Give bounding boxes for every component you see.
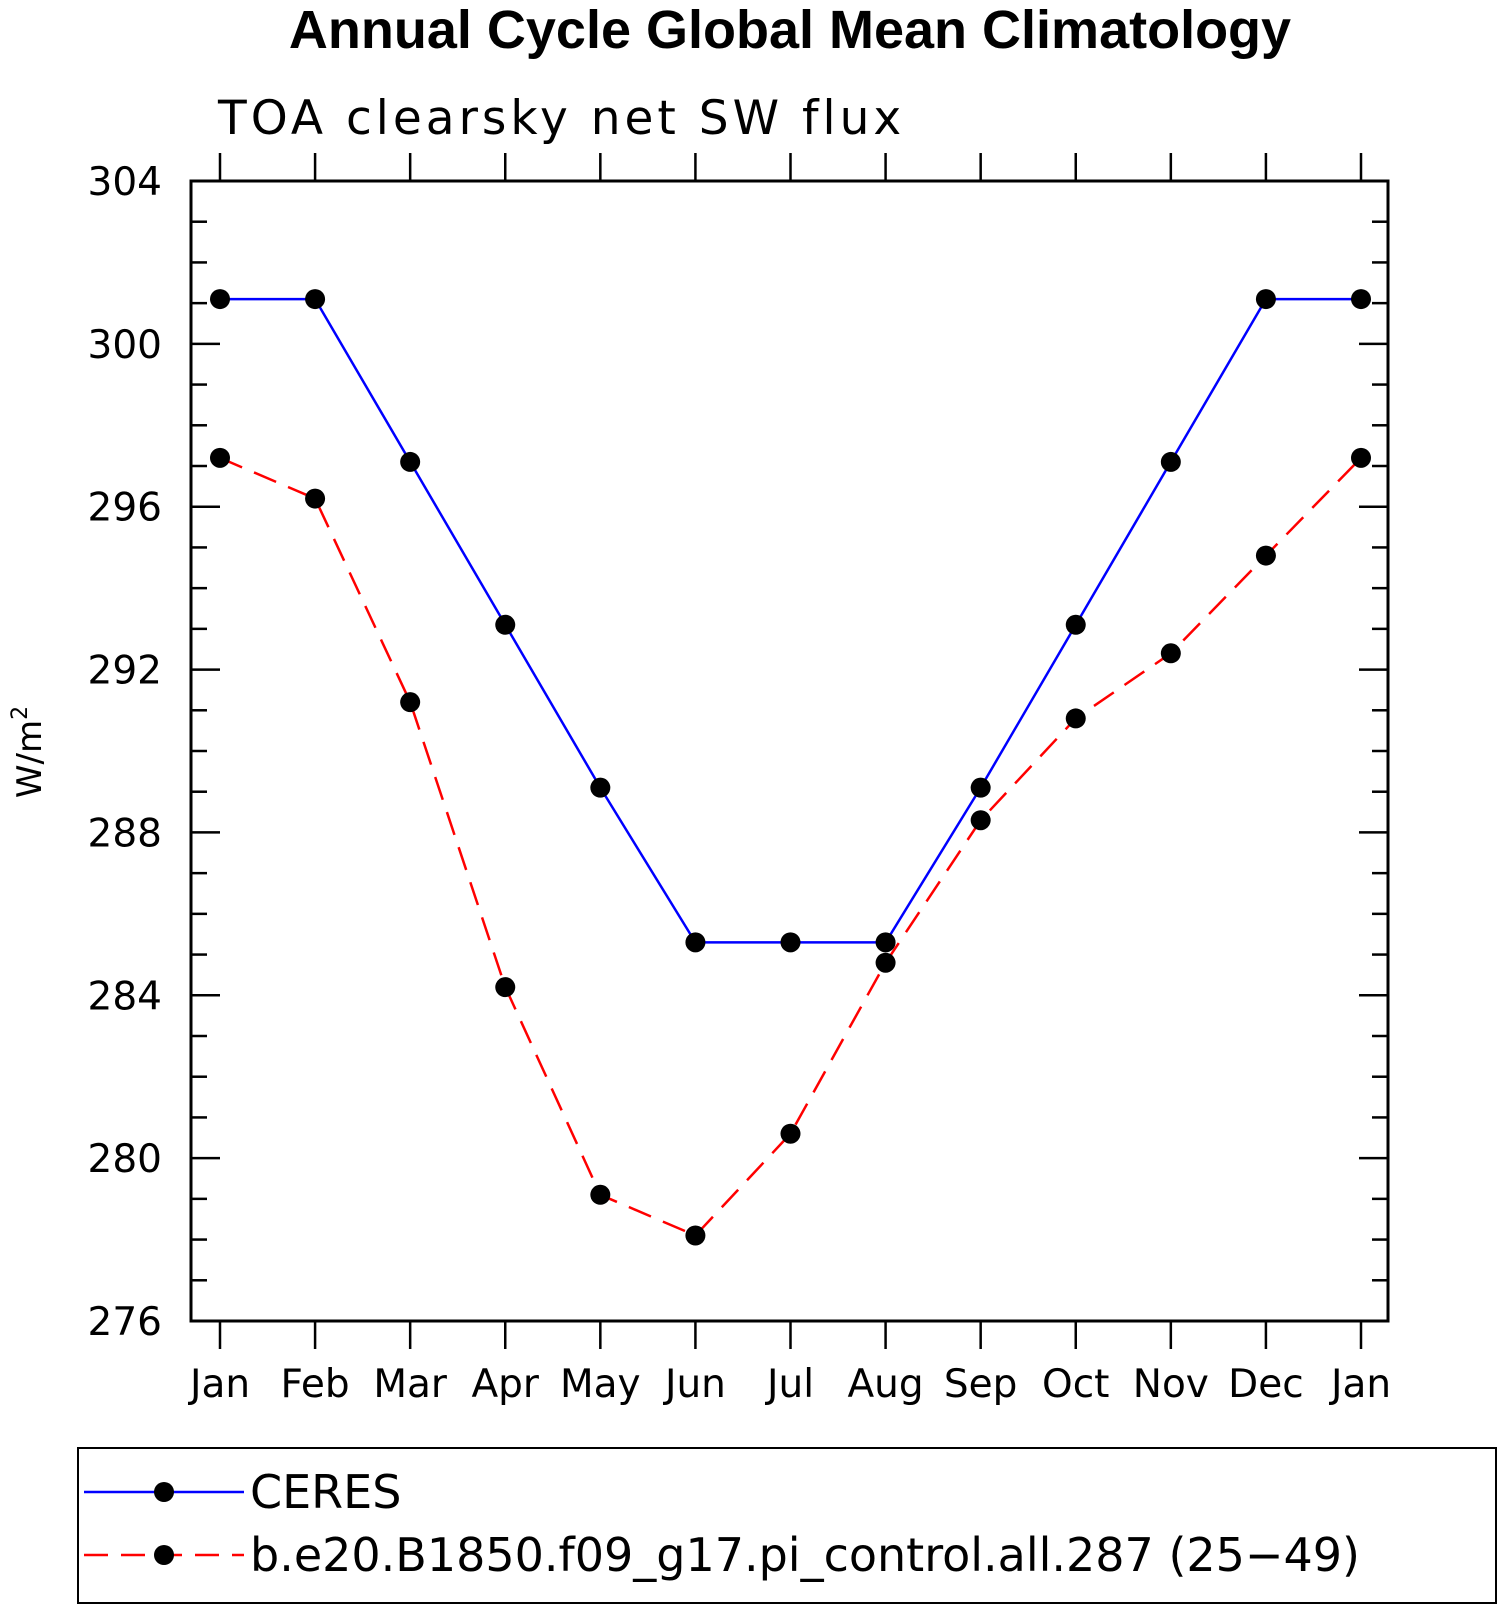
chart-title: Annual Cycle Global Mean Climatology [289,0,1291,60]
series-line-0 [220,297,1361,944]
y-tick-label: 292 [88,649,162,694]
x-tick-label: Oct [1042,1362,1109,1407]
y-tick-labels: 276 280 284 288 292 296 300 304 [88,160,162,1345]
y-tick-label: 284 [88,974,162,1019]
series-0-point [210,289,230,310]
series-0-point [400,451,421,472]
y-axis-label-text: W/m [10,720,50,798]
series-1-point [780,1123,801,1144]
series-1-point [970,810,991,831]
series-0-point [305,289,326,310]
series-0-point [685,932,706,953]
x-tick-label: Feb [281,1362,350,1407]
svg-text:W/m2: W/m2 [8,706,50,798]
plot-frame [189,179,1390,1323]
x-tick-label: Apr [472,1362,540,1407]
series-1-point [1255,545,1276,566]
series-0-point [1160,451,1181,472]
series-1-point [1351,447,1371,468]
x-tick-label: Nov [1133,1362,1209,1407]
series-0-point [1255,289,1276,310]
series-0-point [780,932,801,953]
series-1-point [590,1184,611,1205]
legend-label-0: CERES [250,1465,401,1519]
y-tick-label: 280 [88,1137,162,1182]
y-tick-label: 276 [88,1300,162,1345]
series-1-point [210,447,230,468]
series-0-point [590,777,611,798]
x-tick-label: Mar [373,1362,448,1407]
series-1-point [1065,708,1086,729]
legend-marker-0 [154,1482,174,1502]
y-axis-label-superscript: 2 [8,706,33,720]
series-1-point [305,488,326,509]
legend-marker-1 [154,1545,174,1565]
series-line-1 [219,456,1362,1237]
series-0-point [1065,614,1086,635]
x-tick-labels: Jan Feb Mar Apr May Jun Jul Aug Sep Oct Nov Dec Jan [187,1362,1391,1407]
x-tick-label: May [560,1362,641,1407]
y-axis-label: W/m2 [8,706,50,798]
legend: CERES b.e20.B1850.f09_g17.pi_control.all.… [84,1465,1360,1582]
x-tick-label: Dec [1228,1362,1303,1407]
chart-subtitle: TOA clearsky net SW flux [217,91,905,146]
series-1-point [1160,643,1181,664]
series-lines [219,297,1362,1237]
series-0-point [875,932,896,953]
series-1-point [495,977,516,998]
y-tick-label: 300 [88,323,162,368]
y-tick-label: 288 [88,811,162,856]
series-1-point [400,692,421,713]
series-1-point [685,1225,706,1246]
series-markers [210,289,1371,1246]
series-0-point [1351,289,1371,310]
x-tick-label: Jan [187,1362,250,1407]
series-1-point [875,952,896,973]
x-tick-label: Aug [848,1362,924,1407]
series-0-point [495,614,516,635]
x-tick-label: Sep [944,1362,1018,1407]
x-tick-label: Jul [764,1362,814,1407]
x-tick-label: Jun [662,1362,726,1407]
legend-label-1: b.e20.B1850.f09_g17.pi_control.all.287 (… [250,1528,1360,1582]
x-tick-label: Jan [1328,1362,1391,1407]
y-tick-label: 296 [88,486,162,531]
series-0-point [970,777,991,798]
axis-ticks [191,153,1388,1349]
legend-box [77,1447,1497,1604]
y-tick-label: 304 [88,160,162,205]
